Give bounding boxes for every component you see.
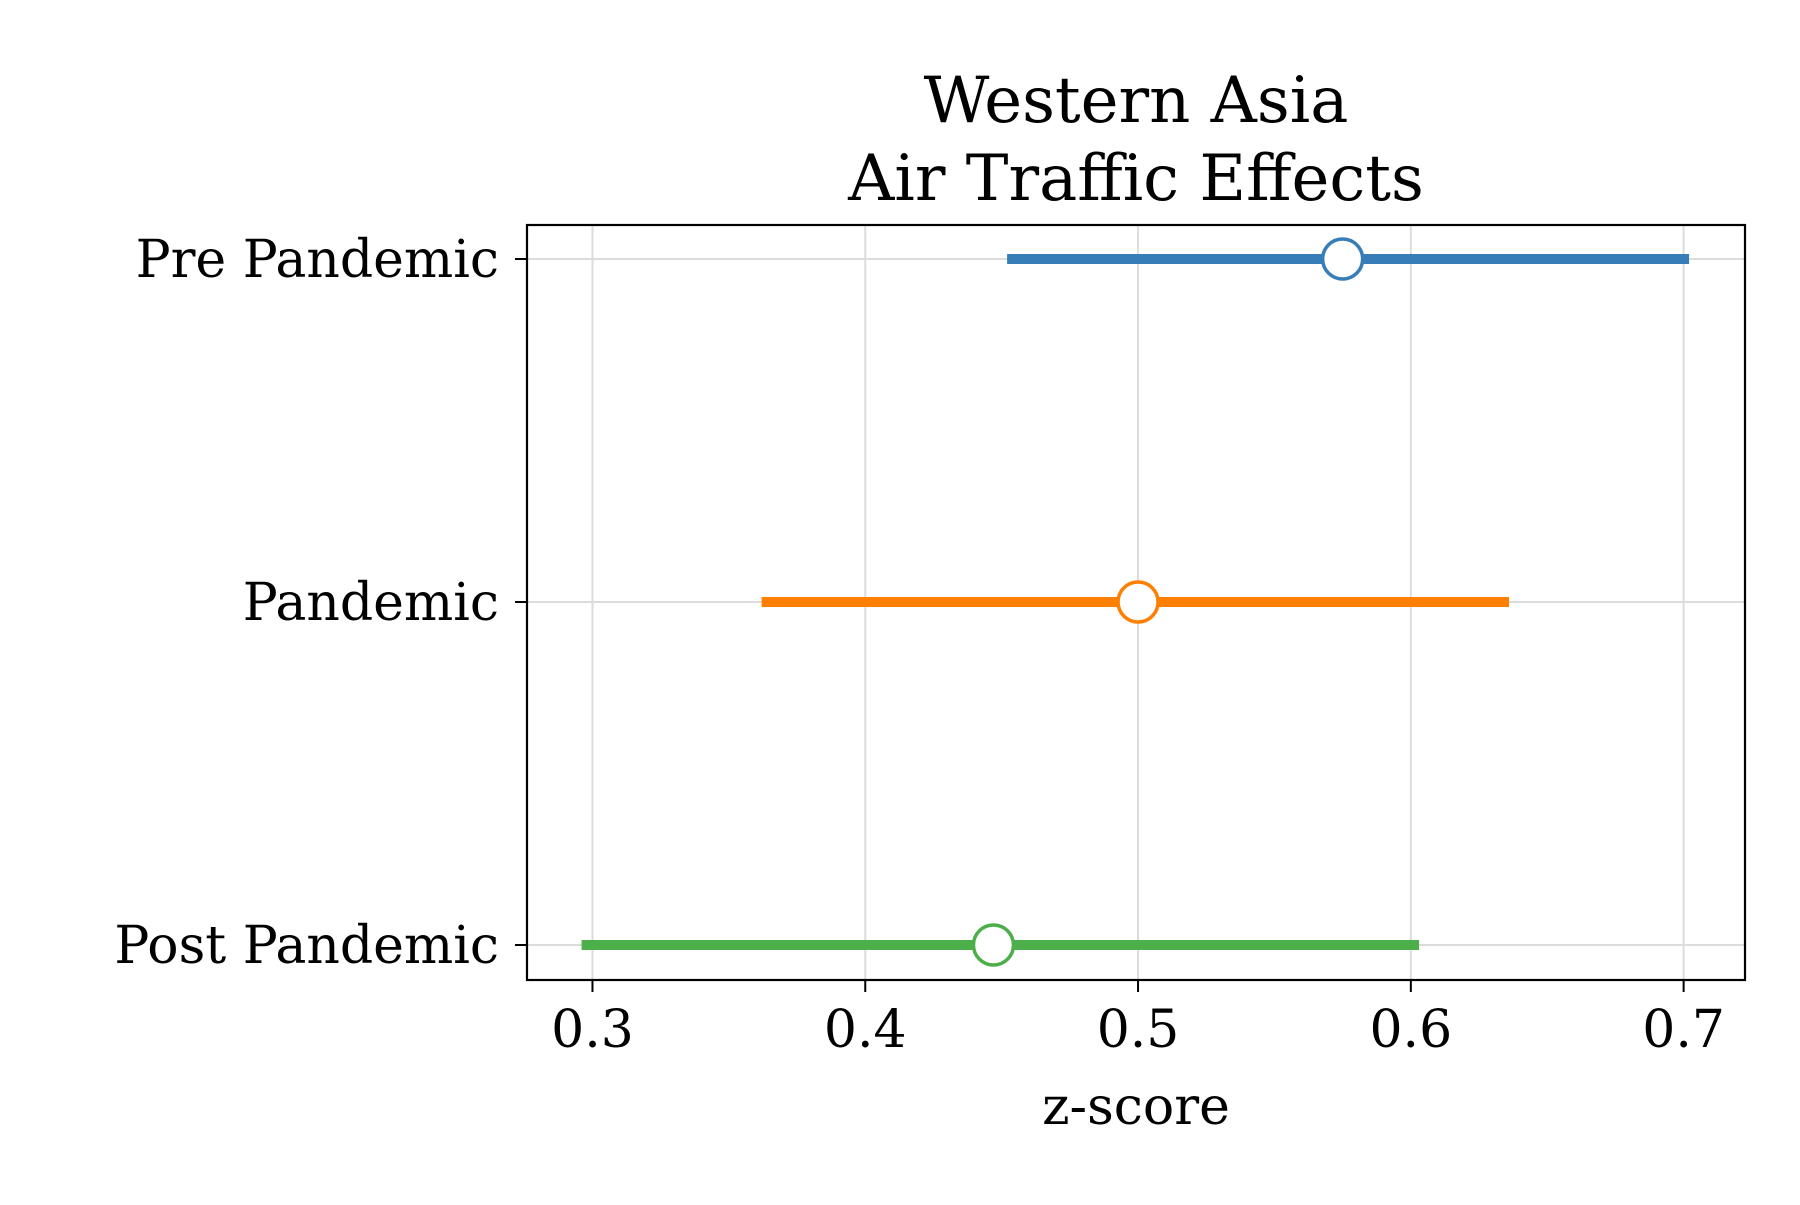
x-tick-label: 0.5 (1097, 1000, 1180, 1060)
chart-title-line-1: Western Asia (924, 64, 1349, 138)
chart-title-line-2: Air Traffic Effects (847, 142, 1424, 216)
marks-layer (581, 237, 1690, 967)
y-tick-label: Pandemic (243, 573, 499, 633)
point-estimate (971, 923, 1016, 967)
point-estimate (1116, 580, 1160, 624)
axis-layer: 0.3 0.4 0.5 0.6 0.7 Pre Pandemic Pandemic Post … (114, 230, 1725, 1060)
x-tick-label: 0.3 (551, 1000, 634, 1060)
x-tick-label: 0.4 (824, 1000, 907, 1060)
chart-title: Western Asia Air Traffic Effects (847, 64, 1424, 216)
x-tick-label: 0.7 (1642, 1000, 1725, 1060)
point-estimate (1320, 237, 1365, 281)
y-tick-label: Pre Pandemic (136, 230, 499, 290)
x-tick-label: 0.6 (1369, 1000, 1452, 1060)
x-axis-label: z-score (1042, 1077, 1230, 1137)
y-tick-label: Post Pandemic (114, 916, 499, 976)
